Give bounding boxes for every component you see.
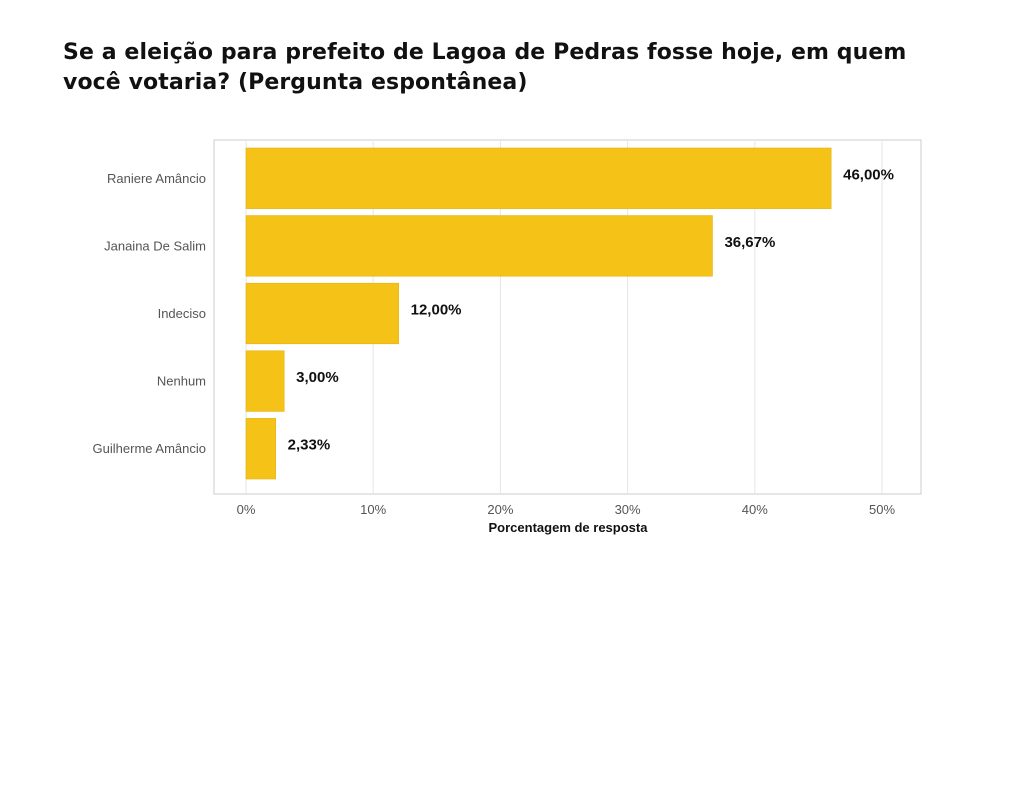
- bar-4: [245, 418, 276, 480]
- category-label-0: Raniere Amâncio: [107, 171, 206, 186]
- bar-2: [245, 282, 399, 345]
- category-label-1: Janaina De Salim: [104, 238, 206, 253]
- chart-title: Se a eleição para prefeito de Lagoa de P…: [63, 40, 907, 95]
- bar-0: [245, 147, 832, 209]
- value-label-4: 2,33%: [288, 437, 331, 454]
- category-labels: Raniere Amâncio Janaina De Salim Indeciso N…: [93, 171, 206, 456]
- x-tick-label-1: 10%: [360, 502, 386, 517]
- x-axis-ticks: 0% 10% 20% 30% 40% 50%: [237, 502, 896, 517]
- bar-1: [245, 215, 713, 277]
- bar-3: [245, 350, 285, 412]
- x-tick-label-0: 0%: [237, 502, 256, 517]
- x-tick-label-2: 20%: [487, 502, 513, 517]
- x-tick-label-5: 50%: [869, 502, 895, 517]
- value-label-0: 46,00%: [843, 166, 894, 183]
- x-axis-title: Porcentagem de resposta: [489, 520, 649, 535]
- value-labels: 46,00% 36,67% 12,00% 3,00% 2,33%: [288, 166, 894, 453]
- value-label-2: 12,00%: [411, 302, 462, 319]
- plot-frame: [213, 139, 922, 495]
- category-label-3: Nenhum: [157, 374, 206, 389]
- bars: [245, 147, 832, 480]
- value-label-3: 3,00%: [296, 369, 339, 386]
- x-tick-label-4: 40%: [742, 502, 768, 517]
- category-label-2: Indeciso: [158, 306, 206, 321]
- category-label-4: Guilherme Amâncio: [93, 441, 206, 456]
- x-tick-label-3: 30%: [615, 502, 641, 517]
- value-label-1: 36,67%: [724, 234, 775, 251]
